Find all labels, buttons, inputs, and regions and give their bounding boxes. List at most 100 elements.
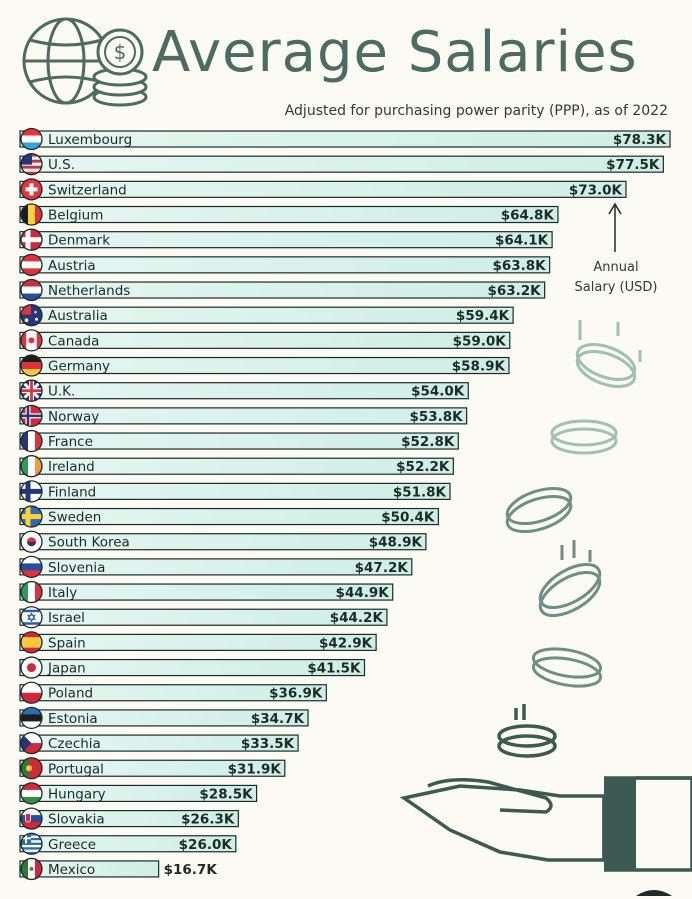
slovenia-flag-icon — [20, 555, 43, 579]
category-label: Switzerland — [48, 182, 127, 198]
category-label: France — [48, 434, 93, 450]
bar — [19, 331, 511, 349]
category-label: Italy — [48, 585, 77, 601]
value-label: $73.0K — [569, 182, 623, 198]
bar-row: U.K. $54.0K — [19, 379, 469, 402]
category-label: Denmark — [48, 233, 110, 249]
bar — [19, 130, 671, 148]
bar — [19, 356, 510, 375]
slovakia-flag-icon — [20, 807, 43, 830]
category-label: U.S. — [48, 157, 75, 173]
category-label: Finland — [48, 484, 96, 500]
category-label: Ireland — [48, 459, 95, 475]
annotation-label: Annual Salary (USD) — [566, 258, 666, 298]
uk-flag-icon — [20, 379, 43, 402]
bar — [19, 457, 454, 475]
bar-row: Norway $53.8K — [19, 404, 468, 428]
bar — [19, 407, 468, 425]
value-label: $52.2K — [396, 459, 450, 475]
value-label: $33.5K — [241, 736, 295, 752]
japan-flag-icon — [20, 656, 43, 679]
bar-row: Spain $42.9K — [19, 631, 377, 654]
category-label: Luxembourg — [48, 132, 132, 148]
bar-row: Canada $59.0K — [19, 329, 511, 352]
bar-row: Australia $59.4K — [19, 304, 514, 327]
value-label: $59.4K — [456, 308, 510, 324]
canada-flag-icon — [20, 329, 43, 352]
value-label: $54.0K — [411, 384, 465, 400]
spain-flag-icon — [20, 631, 43, 654]
luxembourg-flag-icon — [20, 127, 43, 151]
bar-row: Ireland $52.2K — [19, 455, 454, 478]
estonia-flag-icon — [20, 706, 43, 730]
category-label: Slovakia — [48, 812, 105, 828]
category-label: Mexico — [48, 862, 95, 878]
value-label: $58.9K — [452, 359, 506, 375]
finland-flag-icon — [20, 480, 43, 503]
sweden-flag-icon — [20, 505, 43, 528]
israel-flag-icon — [20, 606, 43, 629]
bar-row: Czechia $33.5K — [19, 731, 299, 755]
bar-row: U.S. $77.5K — [19, 153, 664, 176]
category-label: Japan — [47, 661, 86, 677]
bar-row: Japan $41.5K — [19, 656, 366, 679]
category-label: Australia — [48, 308, 108, 324]
bar-row: Germany $58.9K — [19, 354, 510, 377]
value-label: $77.5K — [606, 157, 660, 173]
value-label: $64.8K — [501, 208, 555, 224]
bar — [19, 784, 258, 803]
czechia-flag-icon — [20, 731, 43, 755]
bar — [19, 507, 439, 526]
category-label: Poland — [48, 686, 93, 702]
bar — [19, 205, 559, 224]
bar — [19, 306, 514, 324]
globe-coin-icon: $ — [22, 17, 148, 107]
us-flag-icon — [20, 153, 43, 176]
belgium-flag-icon — [20, 203, 43, 226]
bar-row: Slovakia $26.3K — [19, 807, 239, 830]
norway-flag-icon — [20, 404, 43, 428]
australia-flag-icon — [20, 304, 43, 327]
bar — [19, 256, 551, 274]
bar — [19, 432, 459, 450]
category-label: Czechia — [48, 736, 101, 752]
bar-row: Italy $44.9K — [19, 580, 394, 604]
bar — [19, 558, 413, 576]
annotation-arrow — [608, 202, 622, 252]
value-label: $44.2K — [330, 610, 384, 626]
bar — [19, 583, 394, 601]
value-label: $48.9K — [369, 535, 423, 551]
bar-row: Sweden $50.4K — [19, 505, 439, 528]
value-label: $26.3K — [181, 812, 235, 828]
bar — [19, 155, 664, 173]
bar-row: Belgium $64.8K — [19, 203, 559, 226]
svg-text:$: $ — [114, 40, 127, 64]
bar-row: Denmark $64.1K — [19, 228, 553, 251]
bar-row: Slovenia $47.2K — [19, 555, 413, 579]
south-korea-flag-icon — [20, 530, 43, 553]
bar-row: Luxembourg $78.3K — [19, 127, 671, 151]
denmark-flag-icon — [20, 228, 43, 251]
netherlands-flag-icon — [20, 278, 43, 302]
page-title: Average Salaries — [152, 20, 638, 85]
bar — [19, 658, 366, 677]
bar — [19, 759, 286, 777]
value-label: $42.9K — [319, 635, 373, 651]
bar-row: Switzerland $73.0K — [19, 178, 627, 201]
value-label: $59.0K — [453, 333, 507, 349]
value-label: $51.8K — [393, 484, 447, 500]
value-label: $31.9K — [228, 761, 282, 777]
portugal-flag-icon — [20, 757, 43, 780]
mexico-flag-icon — [20, 857, 43, 881]
poland-flag-icon — [20, 681, 43, 704]
page-subtitle: Adjusted for purchasing power parity (PP… — [284, 103, 668, 119]
bar — [19, 860, 160, 878]
value-label: $47.2K — [355, 560, 409, 576]
bar — [19, 684, 327, 702]
category-label: Portugal — [48, 761, 104, 777]
germany-flag-icon — [20, 354, 43, 377]
category-label: Hungary — [48, 786, 106, 802]
category-label: U.K. — [48, 384, 75, 400]
bar-row: Netherlands $63.2K — [19, 278, 546, 302]
